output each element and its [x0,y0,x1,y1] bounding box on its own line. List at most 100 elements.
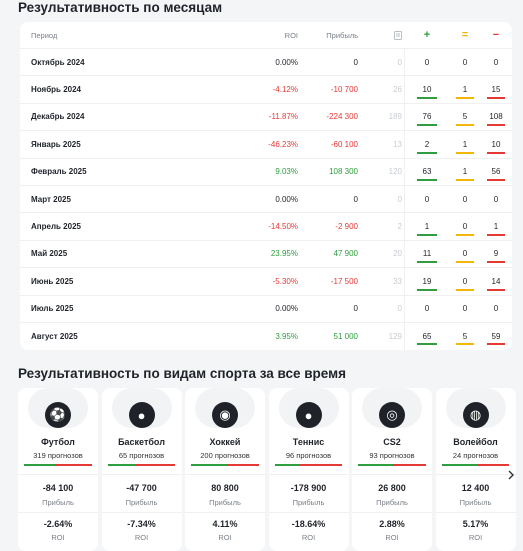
row-count: 13 [393,139,402,149]
header-roi[interactable]: ROI [284,30,298,40]
sport-name: Хоккей [209,437,241,447]
row-wins: 0 [424,57,430,67]
row-period: Февраль 2025 [31,167,87,177]
divider [268,512,349,513]
row-wins: 0 [424,194,430,204]
result-underline [487,261,505,264]
result-underline [487,124,505,127]
roi-label: ROI [468,533,483,542]
row-count: 129 [388,331,402,341]
row-draws: 0 [462,194,468,204]
table-header: Период ROI Прибыль + = − [20,22,512,48]
result-underline [417,261,437,264]
row-wins: 10 [422,85,432,95]
monthly-table: Период ROI Прибыль + = − Октябрь 2024 0.0… [20,22,512,350]
row-losses: 1 [493,222,499,232]
row-count: 0 [397,304,402,314]
result-underline [487,178,505,181]
row-profit: -10 700 [330,85,358,95]
row-roi: -5.30% [272,276,298,286]
sport-card[interactable]: ◍ Волейбол 24 прогнозов 12 400 Прибыль 5.17% R… [435,388,516,551]
forecast-count: 319 прогнозов [33,451,83,460]
table-row: Апрель 2025 -14.50% -2 900 2 1 0 1 [20,212,512,239]
row-roi: -4.12% [272,85,298,95]
profit-label: Прибыль [125,498,158,507]
minus-icon[interactable]: − [492,29,500,41]
win-loss-bar [107,464,176,466]
row-draws: 0 [462,57,468,67]
hockey-puck-icon: ◉ [212,402,238,428]
profit-label: Прибыль [376,498,408,507]
result-underline [487,151,505,154]
row-period: Апрель 2025 [31,222,81,232]
row-profit: 108 300 [329,167,358,177]
row-period: Июнь 2025 [31,276,74,286]
row-roi: 0.00% [275,57,298,67]
table-row: Декабрь 2024 -11.87% -224 300 189 76 5 108 [20,102,512,130]
row-count: 20 [393,249,402,259]
divider [268,474,349,475]
table-row: Февраль 2025 9.03% 108 300 120 63 1 56 [20,157,512,185]
row-roi: 0.00% [275,194,298,204]
result-underline [456,261,474,264]
row-wins: 76 [422,112,432,122]
result-underline [487,343,505,346]
result-underline [456,96,474,99]
row-wins: 1 [424,222,430,232]
row-profit: 0 [353,304,358,314]
row-profit: -224 300 [326,112,358,122]
row-draws: 0 [462,249,468,259]
forecast-count: 96 прогнозов [285,451,332,460]
row-roi: -11.87% [268,112,298,122]
row-draws: 5 [462,331,468,341]
header-period[interactable]: Период [31,30,58,40]
row-draws: 1 [462,85,468,95]
sport-card[interactable]: ⚽ Футбол 319 прогнозов -84 100 Прибыль -2.64%… [18,388,98,551]
divider [435,474,516,475]
profit-label: Прибыль [42,498,74,507]
row-profit: -60 100 [330,139,358,149]
divider [18,474,98,475]
row-losses: 15 [491,85,501,95]
divider [352,512,432,513]
row-profit: 0 [353,57,358,67]
sport-card[interactable]: ● Баскетбол 65 прогнозов -47 700 Прибыль -7.3… [101,388,182,551]
plus-icon[interactable]: + [423,29,431,41]
win-loss-bar [441,464,510,466]
table-row: Июнь 2025 -5.30% -17 500 33 19 0 14 [20,267,512,294]
sport-profit: 80 800 [211,483,239,493]
row-profit: 51 000 [333,331,358,341]
row-losses: 56 [491,167,501,177]
divider [185,474,265,475]
row-draws: 5 [462,112,468,122]
row-count: 0 [397,194,402,204]
sport-name: CS2 [383,437,401,447]
sport-card[interactable]: ◉ Хоккей 200 прогнозов 80 800 Прибыль 4.11% RO… [185,388,265,551]
tennis-ball-icon: ● [295,402,322,428]
header-profit[interactable]: Прибыль [326,30,358,40]
win-loss-bar [358,464,426,466]
result-underline [417,233,437,236]
row-count: 189 [388,112,402,122]
document-icon[interactable] [370,22,402,48]
row-roi: -14.50% [268,222,298,232]
divider [101,474,182,475]
divider [18,512,98,513]
row-count: 2 [397,222,402,232]
monthly-section-title: Результативность по месяцам [18,0,223,15]
sport-card[interactable]: ● Теннис 96 прогнозов -178 900 Прибыль -18.64… [268,388,349,551]
sport-profit: -178 900 [290,483,327,493]
chevron-right-icon[interactable] [507,470,515,483]
roi-label: ROI [134,533,149,542]
sport-name: Теннис [292,437,325,447]
profit-label: Прибыль [292,498,325,507]
profit-label: Прибыль [459,498,492,507]
result-underline [456,343,474,346]
win-loss-bar [274,464,343,466]
result-underline [456,151,474,154]
equals-icon[interactable]: = [461,29,469,41]
sport-card[interactable]: ◎ CS2 93 прогнозов 26 800 Прибыль 2.88% ROI [352,388,432,551]
row-losses: 9 [493,249,499,259]
divider [435,512,516,513]
row-losses: 0 [493,304,499,314]
